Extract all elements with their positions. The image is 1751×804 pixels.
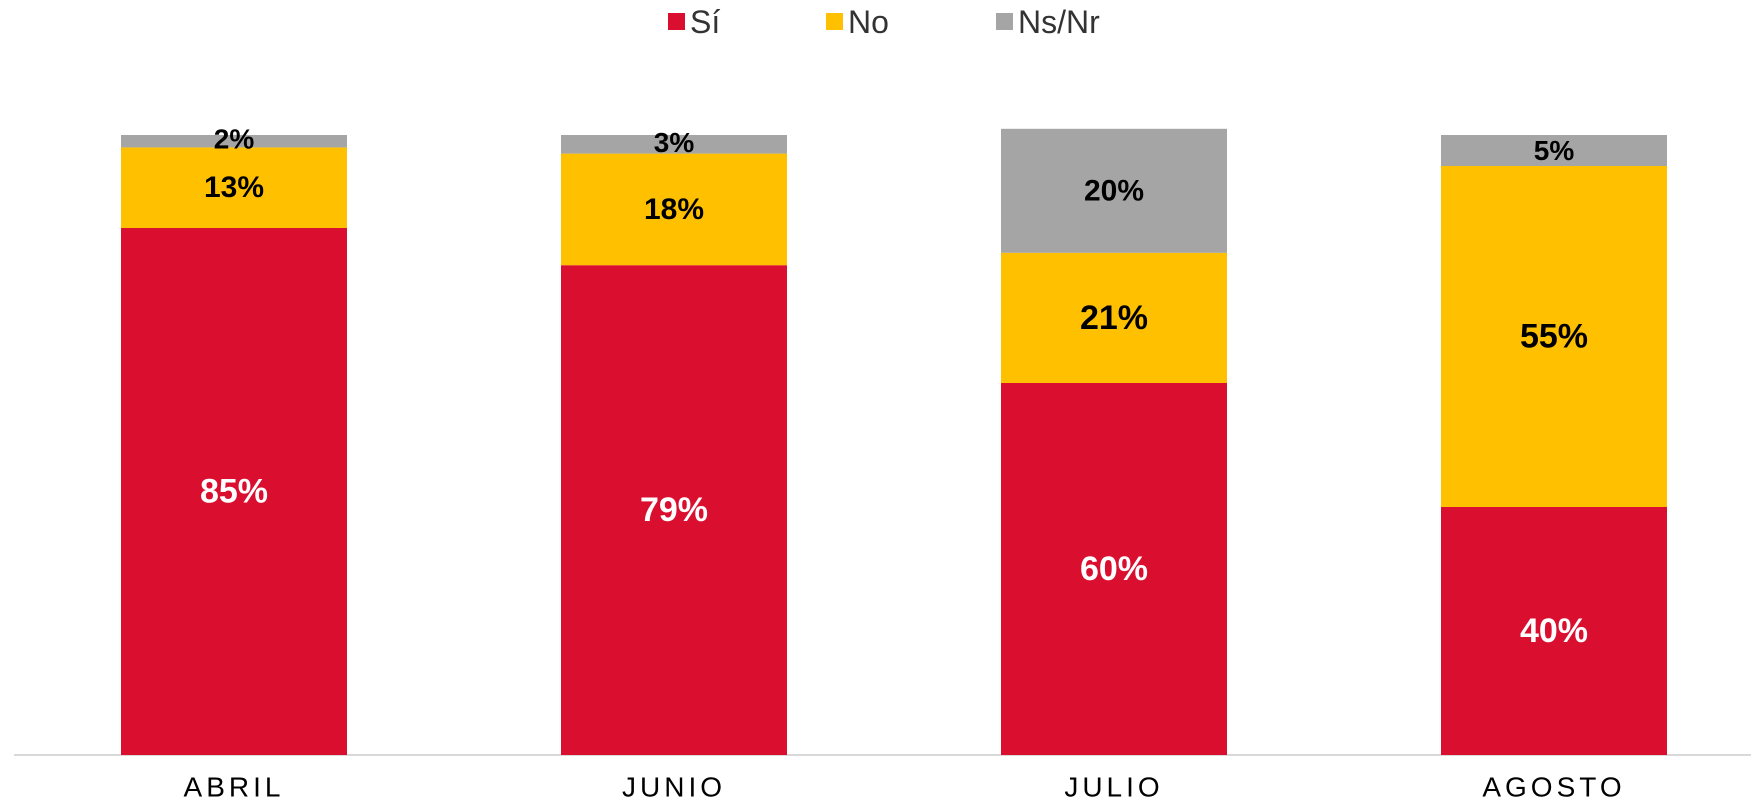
bar-segment <box>1001 383 1227 755</box>
bar-segment <box>561 153 787 266</box>
x-tick-label: AGOSTO <box>1482 772 1625 803</box>
data-label: 3% <box>654 127 695 158</box>
bar-segment <box>1441 507 1667 755</box>
bar-segment <box>1001 128 1227 253</box>
legend-label: No <box>848 4 889 40</box>
bar-segment <box>561 265 787 755</box>
data-label: 20% <box>1084 174 1144 207</box>
data-label: 85% <box>200 473 268 511</box>
bar-segment <box>561 135 787 154</box>
bar-segment <box>121 228 347 755</box>
legend-swatch <box>668 13 685 30</box>
data-label: 60% <box>1080 550 1148 588</box>
bar-segment <box>1441 135 1667 166</box>
legend-label: Ns/Nr <box>1018 4 1100 40</box>
data-label: 2% <box>214 124 255 155</box>
x-tick-label: JUNIO <box>622 772 726 803</box>
bar-segment <box>121 135 347 148</box>
data-label: 21% <box>1080 299 1148 337</box>
legend-label: Sí <box>690 4 720 40</box>
data-label: 18% <box>644 193 704 226</box>
data-label: 40% <box>1520 612 1588 650</box>
legend-swatch <box>996 13 1013 30</box>
bar-segment <box>1441 166 1667 507</box>
data-label: 5% <box>1534 135 1575 166</box>
data-label: 79% <box>640 491 708 529</box>
legend-swatch <box>826 13 843 30</box>
data-label: 13% <box>204 171 264 204</box>
data-label: 55% <box>1520 318 1588 356</box>
x-tick-label: ABRIL <box>184 772 285 803</box>
bar-segment <box>121 147 347 228</box>
x-tick-label: JULIO <box>1064 772 1163 803</box>
bar-segment <box>1001 252 1227 383</box>
